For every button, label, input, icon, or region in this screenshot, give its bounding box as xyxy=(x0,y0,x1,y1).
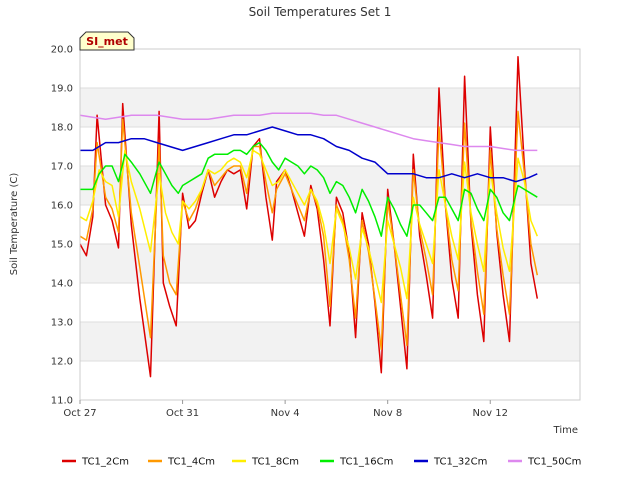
series-line-tc1-8cm xyxy=(79,149,538,304)
x-tick-label: Nov 12 xyxy=(473,408,508,419)
series-line-tc1-50cm xyxy=(79,112,538,152)
y-tick-label: 11.0 xyxy=(51,396,73,407)
legend-label-tc1-50cm: TC1_50Cm xyxy=(527,457,581,468)
plot-frame xyxy=(79,48,581,401)
legend-label-tc1-32cm: TC1_32Cm xyxy=(433,457,487,468)
site-tag: SI_met xyxy=(79,31,135,51)
y-tick-label: 16.0 xyxy=(51,201,73,212)
site-tag-label: SI_met xyxy=(86,35,128,48)
plot-band xyxy=(80,166,580,205)
legend-label-tc1-16cm: TC1_16Cm xyxy=(339,457,393,468)
site-tag-box xyxy=(79,31,135,51)
y-tick-label: 14.0 xyxy=(51,279,73,290)
chart-title: Soil Temperatures Set 1 xyxy=(249,5,392,19)
y-axis-ticks: 11.0 12.0 13.0 14.0 15.0 16.0 17.0 18.0 19.0 20.0 xyxy=(51,45,73,407)
plot-band xyxy=(80,361,580,400)
y-tick-label: 18.0 xyxy=(51,123,73,134)
x-tick-label: Oct 31 xyxy=(166,408,199,419)
x-tick-label: Nov 4 xyxy=(271,408,300,419)
y-axis-label: Soil Temperature (C) xyxy=(9,173,20,276)
series-line-tc1-16cm xyxy=(80,141,538,237)
plot-background-bands xyxy=(80,49,580,400)
y-tick-label: 15.0 xyxy=(51,240,73,251)
legend-label-tc1-4cm: TC1_4Cm xyxy=(167,457,215,468)
plot-band xyxy=(80,127,580,166)
plot-band xyxy=(80,88,580,127)
x-axis-ticks: Oct 27 Oct 31 Nov 4 Nov 8 Nov 12 xyxy=(63,400,508,419)
y-tick-label: 20.0 xyxy=(51,45,73,56)
series-lines xyxy=(79,56,539,378)
plot-border xyxy=(79,48,581,401)
y-tick-label: 19.0 xyxy=(51,84,73,95)
legend-label-tc1-8cm: TC1_8Cm xyxy=(251,457,299,468)
legend-label-tc1-2cm: TC1_2Cm xyxy=(81,457,129,468)
legend: TC1_2Cm TC1_4Cm TC1_8Cm TC1_16Cm TC1_32Cm TC1… xyxy=(62,457,581,468)
y-tick-label: 17.0 xyxy=(51,162,73,173)
series-line-tc1-32cm xyxy=(80,126,538,183)
x-tick-label: Oct 27 xyxy=(63,408,96,419)
y-tick-label: 13.0 xyxy=(51,318,73,329)
y-tick-label: 12.0 xyxy=(51,357,73,368)
x-tick-label: Nov 8 xyxy=(373,408,402,419)
plot-band xyxy=(80,49,580,88)
x-axis-label: Time xyxy=(553,425,578,436)
plot-band xyxy=(80,322,580,361)
